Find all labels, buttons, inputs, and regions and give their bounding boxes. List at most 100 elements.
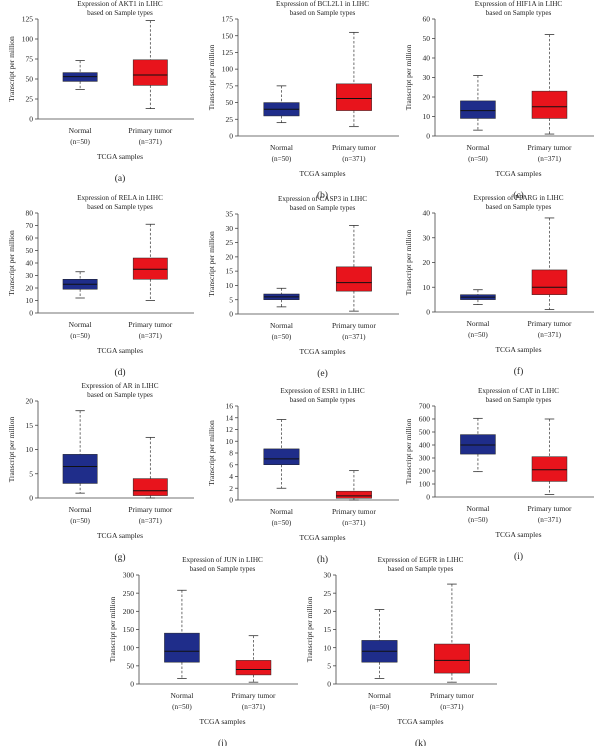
x-count-label: (n=50) [70,332,90,340]
y-tick-label: 0 [327,680,331,689]
y-tick-label: 15 [324,625,332,634]
x-category-label: Normal [270,321,293,330]
x-axis-label: TCGA samples [299,533,345,542]
y-tick-label: 4 [229,472,233,481]
normal-box [164,632,200,663]
y-axis-label: Transcript per million [207,420,216,486]
x-category-label: Normal [466,143,489,152]
x-category-label: Normal [466,319,489,328]
y-tick-label: 20 [226,252,234,261]
chart-title: Expression of PPARG in LIHC [474,194,564,202]
panel-label: (b) [317,190,328,201]
x-category-label: Normal [69,505,92,514]
y-tick-label: 50 [127,661,135,670]
y-tick-label: 80 [26,209,34,218]
y-axis-label: Transcript per million [404,44,413,110]
chart-subtitle: based on Sample types [486,203,552,211]
x-count-label: (n=50) [272,333,292,341]
y-tick-label: 50 [423,34,431,43]
y-tick-label: 70 [26,221,34,230]
y-tick-label: 30 [423,73,431,82]
x-count-label: (n=371) [342,519,366,527]
x-count-label: (n=371) [440,703,464,711]
y-tick-label: 20 [423,93,431,102]
x-axis-label: TCGA samples [199,717,245,726]
x-category-label: Primary tumor [528,504,572,513]
y-tick-label: 0 [229,310,233,319]
y-tick-label: 0 [29,309,33,318]
x-category-label: Primary tumor [332,321,376,330]
x-axis-label: TCGA samples [495,169,541,178]
x-count-label: (n=50) [70,138,90,146]
x-count-label: (n=50) [272,519,292,527]
y-tick-label: 5 [327,661,331,670]
y-tick-label: 30 [324,571,332,580]
y-tick-label: 75 [26,55,34,64]
y-tick-label: 0 [426,308,430,317]
x-axis-label: TCGA samples [97,152,143,161]
chart-title: Expression of AKT1 in LIHC [77,0,163,8]
y-tick-label: 250 [123,589,135,598]
tumor-box [433,643,470,674]
tumor-box [531,269,568,295]
y-axis-label: Transcript per million [404,229,413,295]
y-tick-label: 5 [29,469,33,478]
normal-box [62,454,98,484]
x-count-label: (n=50) [468,331,488,339]
y-tick-label: 50 [26,75,34,84]
y-tick-label: 175 [222,15,234,24]
y-tick-label: 0 [229,132,233,141]
y-tick-label: 150 [123,625,135,634]
x-category-label: Normal [69,320,92,329]
y-tick-label: 300 [123,571,135,580]
normal-box [460,100,496,119]
chart-subtitle: based on Sample types [87,203,153,211]
y-tick-label: 14 [226,413,234,422]
y-tick-label: 30 [26,271,34,280]
x-count-label: (n=371) [538,516,562,524]
y-tick-label: 10 [423,283,431,292]
x-axis-label: TCGA samples [397,717,443,726]
x-category-label: Primary tumor [128,126,172,135]
normal-box [263,448,300,466]
x-category-label: Normal [170,691,193,700]
y-tick-label: 0 [426,493,430,502]
x-category-label: Normal [69,126,92,135]
y-tick-label: 50 [26,246,34,255]
chart-title: Expression of AR in LIHC [81,382,158,390]
y-axis-label: Transcript per million [7,230,16,296]
y-tick-label: 5 [229,295,233,304]
y-tick-label: 15 [226,267,234,276]
x-axis-label: TCGA samples [97,346,143,355]
x-count-label: (n=50) [468,155,488,163]
chart-subtitle: based on Sample types [87,9,153,17]
tumor-box [235,660,272,676]
y-axis-label: Transcript per million [7,416,16,482]
x-count-label: (n=371) [139,332,163,340]
panel-label: (f) [514,366,524,377]
chart-title: Expression of JUN in LIHC [182,556,263,564]
y-tick-label: 30 [226,224,234,233]
x-category-label: Primary tumor [528,143,572,152]
y-tick-label: 2 [229,484,233,493]
y-tick-label: 0 [29,494,33,503]
x-category-label: Primary tumor [128,505,172,514]
y-tick-label: 16 [226,402,234,411]
y-tick-label: 6 [229,460,233,469]
chart-subtitle: based on Sample types [290,396,356,404]
y-tick-label: 100 [222,65,234,74]
y-tick-label: 0 [229,496,233,505]
chart-subtitle: based on Sample types [190,565,256,573]
y-tick-label: 35 [226,210,234,219]
y-tick-label: 200 [123,607,135,616]
x-category-label: Primary tumor [332,143,376,152]
tumor-box [335,83,372,111]
y-tick-label: 125 [22,15,34,24]
y-tick-label: 10 [26,445,34,454]
x-count-label: (n=371) [342,333,366,341]
y-tick-label: 600 [419,415,431,424]
